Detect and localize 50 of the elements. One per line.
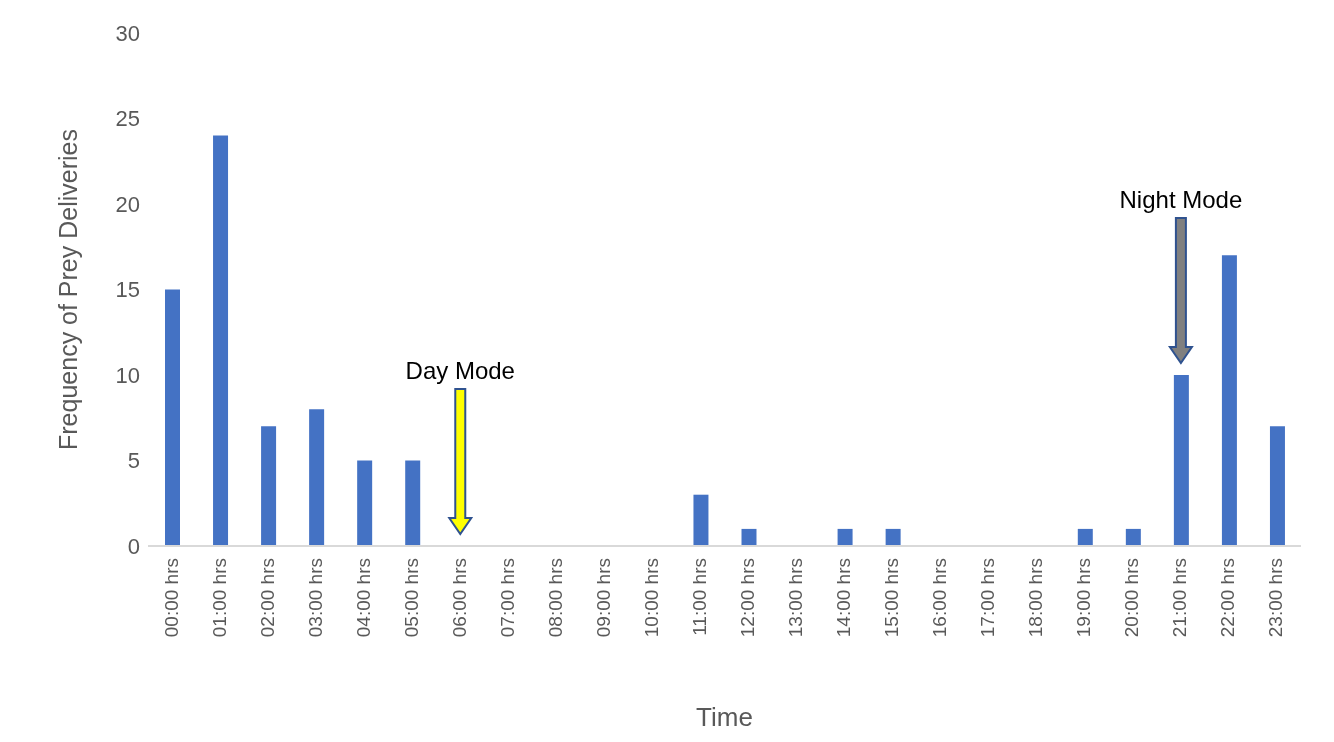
x-tick-label: 15:00 hrs xyxy=(881,558,903,638)
x-tick-label: 02:00 hrs xyxy=(256,558,278,638)
annotation: Day Mode xyxy=(405,357,515,384)
x-tick-label: 03:00 hrs xyxy=(304,558,326,638)
y-tick-label: 30 xyxy=(115,20,140,46)
x-tick-label: 17:00 hrs xyxy=(977,558,999,638)
bar xyxy=(357,460,373,546)
y-tick-label: 0 xyxy=(127,533,140,559)
x-tick-label: 00:00 hrs xyxy=(160,558,182,638)
y-tick-label: 5 xyxy=(127,448,140,474)
x-axis-title: Time xyxy=(696,702,753,732)
x-tick-label: 07:00 hrs xyxy=(496,558,518,638)
x-tick-label: 08:00 hrs xyxy=(544,558,566,638)
bar xyxy=(309,409,325,546)
x-tick-label: 22:00 hrs xyxy=(1217,558,1239,638)
x-tick-label: 11:00 hrs xyxy=(688,558,710,636)
x-tick-label: 14:00 hrs xyxy=(833,558,855,638)
bar xyxy=(741,528,757,546)
bar xyxy=(213,135,229,546)
x-tick-label: 21:00 hrs xyxy=(1169,558,1191,638)
bar xyxy=(405,460,421,546)
bar xyxy=(165,289,180,546)
bar xyxy=(261,426,277,546)
y-axis-title: Frequency of Prey Deliveries xyxy=(53,129,82,450)
x-tick-label: 05:00 hrs xyxy=(400,558,422,638)
y-tick-label: 25 xyxy=(115,106,140,132)
y-tick-label: 10 xyxy=(115,362,140,388)
x-tick-label: 09:00 hrs xyxy=(592,558,614,638)
x-tick-label: 06:00 hrs xyxy=(448,558,470,638)
y-tick-label: 20 xyxy=(115,191,140,217)
x-tick-label: 10:00 hrs xyxy=(640,558,662,638)
annotation: Night Mode xyxy=(1119,186,1243,213)
bar xyxy=(1221,255,1237,546)
bar xyxy=(837,528,853,546)
bar xyxy=(1173,375,1189,546)
y-tick-label: 15 xyxy=(115,277,140,303)
x-tick-label: 23:00 hrs xyxy=(1265,558,1287,638)
x-tick-label: 16:00 hrs xyxy=(929,558,951,638)
x-tick-label: 04:00 hrs xyxy=(352,558,374,638)
x-tick-label: 20:00 hrs xyxy=(1121,558,1143,638)
bar xyxy=(693,494,709,546)
x-tick-label: 19:00 hrs xyxy=(1073,558,1095,638)
x-tick-label: 18:00 hrs xyxy=(1025,558,1047,638)
x-tick-label: 12:00 hrs xyxy=(737,558,759,638)
bar xyxy=(885,528,901,546)
bar xyxy=(1125,528,1141,546)
bar xyxy=(1269,426,1285,546)
x-tick-label: 01:00 hrs xyxy=(208,558,230,638)
bar xyxy=(1077,528,1093,546)
x-tick-label: 13:00 hrs xyxy=(785,558,807,638)
